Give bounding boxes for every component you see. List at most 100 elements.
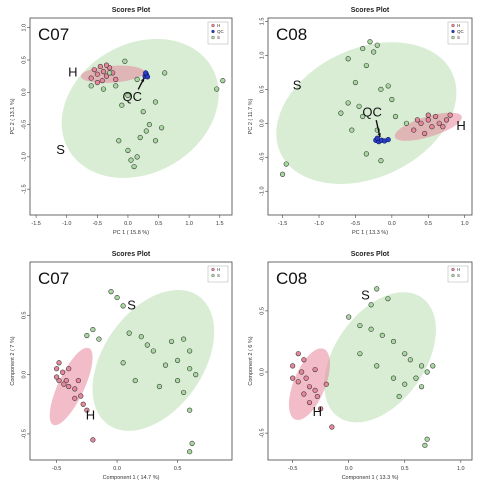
- y-tick-label: -0.5: [21, 429, 27, 438]
- data-point-s: [181, 336, 187, 342]
- legend-entry: H: [457, 23, 460, 28]
- chart-panel-3: Scores Plot -0.5 0.0 0.5 0.5 0.0 -0.5 Component…: [10, 251, 233, 481]
- data-point-s: [146, 121, 152, 128]
- data-point-s: [378, 158, 384, 164]
- legend-marker: [211, 29, 215, 34]
- data-point-s: [352, 79, 359, 86]
- x-tick-label: 0.0: [113, 466, 121, 472]
- data-point-h: [443, 117, 450, 123]
- data-point-s: [187, 407, 193, 413]
- data-point-s: [374, 363, 380, 369]
- y-tick-label: -1.5: [21, 184, 27, 193]
- data-point-s: [125, 147, 131, 154]
- annotation-s: S: [361, 288, 370, 303]
- x-tick-label: 0.5: [174, 466, 182, 472]
- data-point-h: [103, 62, 110, 68]
- data-point-s: [193, 372, 199, 378]
- x-axis-label: PC 1 ( 13.3 %): [352, 230, 388, 236]
- data-point-s: [84, 332, 90, 339]
- x-tick-label: 1.5: [216, 221, 224, 227]
- annotation-h: H: [86, 408, 95, 423]
- data-point-s: [131, 163, 137, 170]
- data-point-h: [425, 117, 431, 123]
- legend-entry: S: [457, 35, 460, 40]
- data-point-s: [159, 125, 165, 131]
- annotation-s: S: [127, 297, 136, 312]
- confidence-ellipse-s: [92, 289, 215, 431]
- data-point-s: [430, 363, 436, 369]
- y-tick-label: 1.0: [21, 24, 27, 32]
- legend-entry: S: [217, 273, 220, 278]
- y-axis-label: Component 2 ( 7 %): [10, 336, 16, 385]
- legend: HS: [207, 265, 229, 283]
- data-point-h: [94, 71, 100, 77]
- data-point-h: [432, 113, 439, 120]
- data-point-s: [189, 440, 195, 447]
- y-axis-label: PC 2 ( 13.1 %): [10, 98, 16, 134]
- data-point-h: [90, 437, 96, 443]
- data-point-s: [424, 436, 430, 442]
- x-tick-label: 1.0: [461, 221, 469, 227]
- data-point-s: [134, 76, 140, 82]
- data-point-s: [128, 157, 134, 163]
- chart-title: Scores Plot: [112, 251, 151, 258]
- data-point-h: [66, 366, 72, 372]
- data-point-s: [90, 326, 96, 333]
- x-tick-label: -1.0: [314, 221, 323, 227]
- x-tick-label: -1.0: [62, 221, 71, 227]
- annotation-qc: QC: [362, 105, 382, 120]
- x-tick-label: 0.5: [401, 466, 409, 472]
- data-point-s: [108, 289, 114, 295]
- data-point-h: [66, 383, 72, 390]
- data-point-s: [125, 92, 131, 99]
- data-point-s: [357, 351, 363, 357]
- x-axis-label: PC 1 ( 15.8 %): [113, 230, 149, 236]
- data-point-h: [436, 120, 442, 126]
- data-point-s: [367, 39, 373, 45]
- plot-area: [288, 286, 436, 448]
- data-point-s: [368, 302, 374, 308]
- y-tick-label: 0.5: [259, 85, 265, 93]
- data-point-h: [88, 75, 94, 81]
- annotation-s: S: [293, 77, 302, 92]
- legend-marker: [451, 23, 455, 28]
- data-point-h: [422, 130, 428, 137]
- data-point-h: [290, 363, 296, 369]
- panel-label: C07: [38, 25, 69, 44]
- chart-panel-2: Scores Plot -1.5 -1.0 -0.5 0.0 0.5 1.0 1.5 1.0 0.…: [248, 7, 473, 236]
- data-point-h: [72, 386, 78, 392]
- legend-marker: [451, 29, 455, 34]
- legend-entry: QC: [457, 29, 465, 34]
- x-tick-label: -1.5: [278, 221, 287, 227]
- x-tick-label: 0.5: [424, 221, 432, 227]
- data-point-h: [323, 381, 329, 387]
- data-point-h: [63, 377, 69, 384]
- y-axis-label: Component 2 ( 6 %): [248, 336, 254, 385]
- data-point-s: [162, 362, 169, 368]
- data-point-s: [174, 377, 181, 384]
- chart-title: Scores Plot: [112, 7, 151, 14]
- confidence-ellipse-s: [276, 42, 457, 184]
- data-point-h: [56, 377, 62, 384]
- legend-entry: S: [457, 273, 460, 278]
- data-point-h: [84, 407, 90, 413]
- data-point-s: [374, 286, 380, 292]
- y-tick-label: 0.0: [21, 371, 27, 379]
- data-point-s: [168, 338, 175, 345]
- data-point-s: [371, 49, 377, 55]
- panel-label: C07: [38, 269, 69, 288]
- data-point-h: [91, 67, 97, 73]
- data-point-s: [390, 338, 397, 345]
- data-point-s: [356, 103, 362, 109]
- data-point-s: [152, 138, 159, 144]
- data-point-s: [114, 294, 120, 301]
- data-point-s: [338, 110, 344, 116]
- data-point-s: [360, 113, 366, 120]
- data-point-s: [126, 330, 132, 336]
- data-point-s: [116, 138, 122, 144]
- data-point-qc: [143, 70, 149, 76]
- data-point-h: [418, 120, 424, 126]
- legend-entry: H: [217, 267, 220, 272]
